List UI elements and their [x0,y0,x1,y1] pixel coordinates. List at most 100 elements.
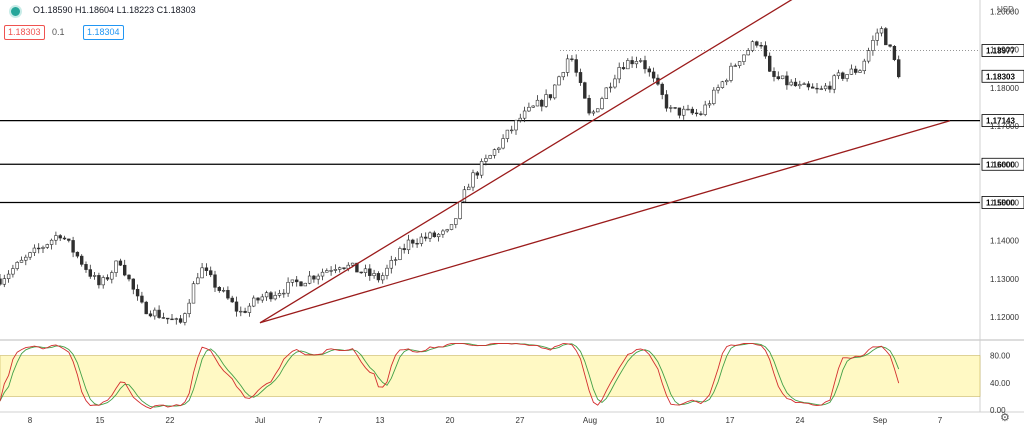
candle-down [432,232,436,238]
candle-down [828,85,832,90]
candle-up [350,262,355,266]
ask-price-pill[interactable]: 1.18304 [83,25,124,40]
last-price-box [981,69,1024,83]
candle-down [630,60,634,65]
candle-down [376,273,381,281]
candle-up [845,74,849,79]
candle-up [789,81,793,86]
candle-up [535,99,540,107]
candle-up [454,218,458,225]
candle-up [393,259,398,261]
time-tick-label: 24 [796,416,805,425]
candle-down [97,275,101,286]
candle-up [282,292,286,295]
candle-up [436,233,441,238]
candle-down [815,87,819,90]
candle-up [742,54,746,62]
candle-up [724,80,729,83]
candle-up [187,302,191,314]
candle-up [372,273,376,276]
price-tick-label: 1.16000 [990,160,1019,169]
candle-up [320,271,325,277]
candle-down [583,82,587,99]
candle-down [368,268,372,276]
candle-down [294,279,299,283]
price-tick-label: 1.12000 [990,313,1019,322]
candle-down [694,112,699,115]
last-price-label: 1.18303 [986,72,1015,81]
candle-down [170,318,174,321]
candle-down [621,67,626,70]
price-tick-label: 1.15000 [990,198,1019,207]
candle-up [389,260,393,269]
time-tick-label: 7 [318,416,323,425]
candle-down [62,237,67,240]
candle-down [570,58,574,60]
candle-down [647,68,652,73]
candle-up [174,318,178,320]
level-price-box [981,114,1024,128]
candle-up [561,72,566,78]
candle-up [462,189,467,203]
candle-down [75,251,80,257]
candle-up [522,110,527,119]
candle-down [673,107,677,109]
candle-up [492,149,497,156]
level-price-label: 1.17143 [986,117,1015,126]
candle-down [660,83,664,95]
candle-down [71,240,75,253]
candle-up [200,267,204,279]
level-price-label: 1.15000 [986,198,1015,207]
stochastic-k-line [0,342,900,410]
candle-up [832,75,836,90]
candle-up [591,111,596,114]
candle-down [767,55,772,72]
candle-down [256,297,260,301]
candle-down [148,313,153,317]
candle-down [415,242,419,245]
candle-up [681,108,686,116]
candle-up [518,117,523,121]
candle-down [540,99,544,107]
price-tick-label: 1.20000 [990,7,1019,16]
candle-up [879,28,884,34]
candle-up [183,313,187,323]
candle-up [669,107,673,109]
candle-up [617,67,621,80]
price-tick-label: 1.14000 [990,237,1019,246]
stochastic-band [0,355,981,397]
candle-down [574,59,578,73]
candle-up [221,290,226,292]
candle-up [871,40,875,51]
candle-down [690,108,695,114]
price-tick-label: 1.17000 [990,122,1019,131]
candle-down [166,317,170,320]
candle-up [92,275,97,277]
candle-up [802,83,806,85]
candle-down [853,68,858,73]
candle-down [144,301,148,315]
ohlc-readout: O1.18590 H1.18604 L1.18223 C1.18303 [33,5,196,15]
candle-up [406,239,411,251]
settings-gear-icon[interactable]: ⚙ [1000,412,1010,424]
symbol-status-icon[interactable] [9,5,22,18]
stochastic-tick-label: 0.00 [990,406,1006,415]
candle-up [875,32,879,41]
candle-down [892,45,897,60]
time-tick-label: 10 [656,416,665,425]
candle-up [858,70,862,73]
candle-up [441,230,445,235]
candle-up [6,273,11,279]
candle-down [135,288,140,297]
bid-price-pill[interactable]: 1.18303 [4,25,45,40]
candle-down [587,98,591,114]
candle-up [45,244,50,248]
candle-up [398,248,402,260]
currency-label: USD [997,5,1014,14]
time-tick-label: 27 [516,416,525,425]
price-tick-label: 1.13000 [990,275,1019,284]
spread-value: 0.1 [52,27,65,37]
time-tick-label: 13 [376,416,385,425]
